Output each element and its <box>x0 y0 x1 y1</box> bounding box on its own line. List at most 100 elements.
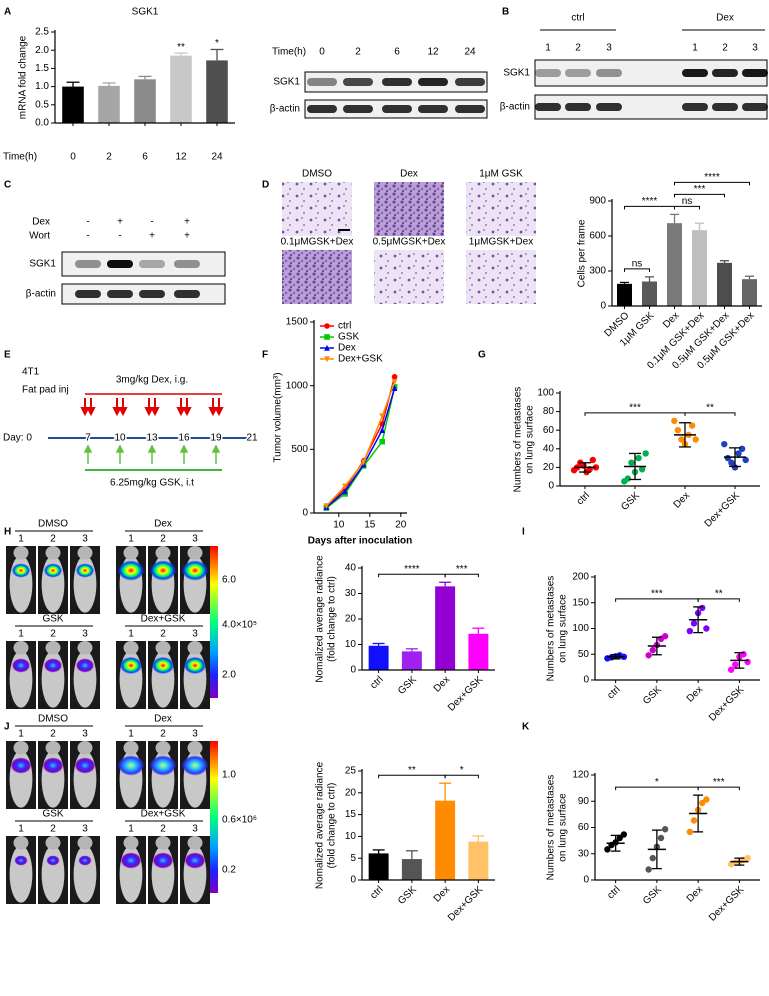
y-tick-label: 100 <box>537 388 554 399</box>
panel-letter: G <box>478 350 486 361</box>
day-label: 21 <box>246 433 258 444</box>
day-label: 19 <box>210 433 222 444</box>
x-tick-label: Dex <box>672 490 692 510</box>
signal <box>183 656 207 675</box>
lane-label: 1 <box>545 43 551 54</box>
panel-letter: D <box>262 180 269 191</box>
lane-label: 2 <box>160 824 166 835</box>
blot-band <box>343 78 373 86</box>
blot-band <box>307 105 337 113</box>
mouse-head <box>187 741 203 755</box>
colorbar-label: 4.0×10⁵ <box>222 620 257 631</box>
y-tick-label: 300 <box>589 266 606 277</box>
significance-label: ** <box>408 765 416 776</box>
x-tick-label: Dex+GSK <box>446 884 486 924</box>
mouse-body <box>41 845 65 903</box>
data-point <box>635 454 642 462</box>
x-tick-label: Dex+GSK <box>707 884 747 924</box>
y-tick-label: 0 <box>350 665 356 676</box>
mouse-head <box>77 546 93 560</box>
blot-band <box>382 78 412 86</box>
colorbar-label: 6.0 <box>222 575 236 586</box>
y-axis-label: on lung surface <box>525 405 536 474</box>
data-point <box>342 488 348 495</box>
data-point <box>740 651 747 658</box>
lane-label: 3 <box>82 824 88 835</box>
bar <box>692 230 707 306</box>
blot-band <box>596 103 622 111</box>
lane-label: 2 <box>50 629 56 640</box>
data-point <box>589 456 597 464</box>
bar <box>206 60 228 123</box>
x-tick-label: Dex+GSK <box>446 674 486 714</box>
lane-label: 12 <box>427 47 439 58</box>
x-tick-label: Dex <box>685 684 705 704</box>
condition-sign: + <box>184 231 190 242</box>
lane-label: 1 <box>128 534 134 545</box>
gsk-arrow <box>115 444 125 464</box>
x-tick-label: ctrl <box>605 684 622 701</box>
micrograph-cells <box>466 250 536 304</box>
x-tick-label: GSK <box>619 490 642 513</box>
schema-text: 6.25mg/kg GSK, i.t <box>110 478 194 489</box>
y-tick-label: 90 <box>578 796 590 807</box>
dex-arrow <box>118 398 128 417</box>
blot-band <box>712 69 738 77</box>
dex-arrow <box>86 398 96 417</box>
y-axis-label: Numbers of metastases <box>513 387 524 493</box>
blot-band <box>682 69 708 77</box>
data-point <box>686 828 694 836</box>
series-line <box>325 388 396 508</box>
dex-arrow <box>112 398 122 417</box>
data-point <box>699 604 706 612</box>
schema-text: 4T1 <box>22 367 40 378</box>
data-point <box>661 633 669 640</box>
panel-letter: E <box>4 350 11 361</box>
data-point <box>628 459 635 466</box>
data-point <box>379 413 385 420</box>
blot-band <box>75 260 101 268</box>
bar <box>401 651 422 670</box>
y-tick-label: 80 <box>543 406 555 417</box>
bar <box>435 586 456 670</box>
lane-label: 3 <box>192 534 198 545</box>
dex-arrow <box>182 398 192 417</box>
blot-band <box>174 260 200 268</box>
significance-label: *** <box>651 589 663 600</box>
signal <box>46 855 60 866</box>
y-tick-label: 1500 <box>286 317 309 328</box>
series-line <box>325 386 396 509</box>
data-point <box>732 661 739 668</box>
row-label: β-actin <box>270 104 300 115</box>
signal <box>75 563 95 578</box>
x-tick-label: Dex+GSK <box>707 684 747 724</box>
x-tick-label: Dex <box>432 674 452 694</box>
significance-label: * <box>215 38 219 49</box>
x-axis-label: Time(h) <box>3 152 37 163</box>
row-label: β-actin <box>26 289 56 300</box>
lane-label: 2 <box>160 729 166 740</box>
mouse-head <box>77 741 93 755</box>
panel-letter: I <box>522 527 525 538</box>
data-point <box>703 625 710 632</box>
x-tick-label: 12 <box>175 152 187 163</box>
bar <box>667 223 682 306</box>
bar <box>368 645 389 670</box>
row-label: SGK1 <box>29 259 56 270</box>
condition-sign: + <box>184 217 190 228</box>
data-point <box>324 323 330 329</box>
gsk-arrow <box>147 444 157 464</box>
blot-band <box>742 69 768 77</box>
group-label: Dex+GSK <box>141 809 186 820</box>
x-tick-label: 20 <box>395 520 407 531</box>
significance-label: * <box>460 765 464 776</box>
y-axis-label: (fold change to ctrl) <box>327 576 338 662</box>
bar <box>62 86 84 123</box>
significance-label: *** <box>629 403 641 414</box>
mouse-head <box>155 741 171 755</box>
data-point <box>690 817 698 824</box>
x-tick-label: 10 <box>333 520 345 531</box>
lane-label: 3 <box>606 43 612 54</box>
mouse-head <box>45 546 61 560</box>
mouse-head <box>13 836 29 850</box>
